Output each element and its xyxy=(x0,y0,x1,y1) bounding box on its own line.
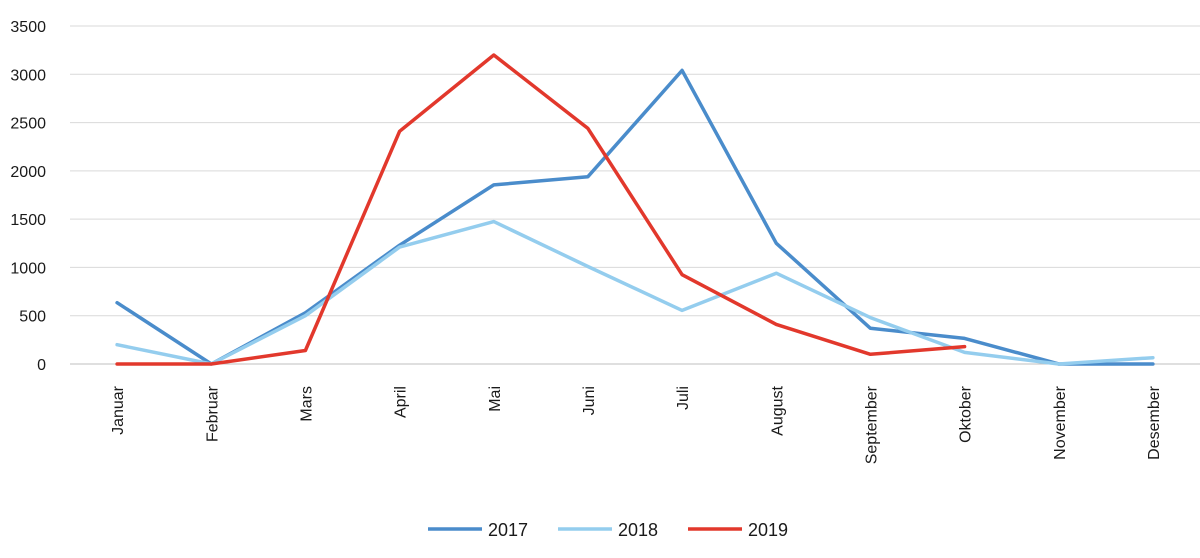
gridlines xyxy=(70,25,1200,365)
series-line-2019 xyxy=(115,53,967,366)
x-tick-label: Januar xyxy=(110,385,127,435)
y-axis-ticks: 0 500 1000 1500 2000 2500 3000 3500 xyxy=(10,19,46,374)
x-tick-label: September xyxy=(863,385,880,464)
x-tick-label: November xyxy=(1052,385,1069,459)
legend-label: 2017 xyxy=(488,520,528,540)
x-tick-label: Desember xyxy=(1146,385,1163,459)
y-tick-label: 0 xyxy=(37,357,46,374)
legend-item-2017: 2017 xyxy=(428,520,528,540)
x-tick-label: Juli xyxy=(675,386,692,410)
y-tick-label: 1000 xyxy=(10,260,46,277)
x-tick-label: Februar xyxy=(204,385,221,442)
y-tick-label: 2500 xyxy=(10,116,46,133)
y-tick-label: 500 xyxy=(19,309,46,326)
x-tick-label: Oktober xyxy=(958,385,975,443)
legend-item-2018: 2018 xyxy=(558,520,658,540)
series-line-2017 xyxy=(115,68,1155,366)
x-tick-label: April xyxy=(393,386,410,418)
x-tick-label: August xyxy=(769,385,786,435)
legend-label: 2019 xyxy=(748,520,788,540)
series-line-2018 xyxy=(115,219,1155,366)
legend-label: 2018 xyxy=(618,520,658,540)
y-tick-label: 2000 xyxy=(10,164,46,181)
series-lines xyxy=(115,53,1155,366)
x-tick-label: Juni xyxy=(581,386,598,415)
y-tick-label: 1500 xyxy=(10,212,46,229)
x-tick-label: Mai xyxy=(487,386,504,412)
legend-item-2019: 2019 xyxy=(688,520,788,540)
x-tick-label: Mars xyxy=(298,386,315,422)
x-axis-ticks: Januar Februar Mars April Mai Juni Juli August S… xyxy=(110,385,1163,464)
legend: 2017 2018 2019 xyxy=(428,520,788,540)
y-tick-label: 3500 xyxy=(10,19,46,36)
y-tick-label: 3000 xyxy=(10,67,46,84)
